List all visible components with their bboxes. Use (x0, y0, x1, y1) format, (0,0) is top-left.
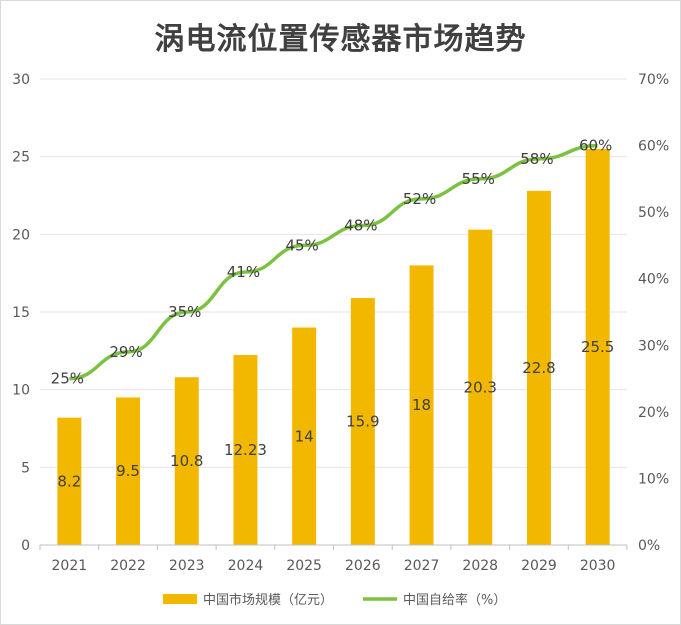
bar-data-label: 12.23 (224, 441, 267, 459)
y-right-tick-label: 30% (638, 338, 669, 354)
bar (116, 397, 141, 545)
bar-data-label: 25.5 (581, 338, 614, 356)
y-right-tick-label: 0% (638, 538, 660, 554)
line-data-label: 60% (579, 137, 612, 155)
bar-data-label: 18 (412, 396, 431, 414)
y-left-tick-label: 5 (21, 460, 30, 476)
x-tick-label: 2022 (110, 558, 146, 574)
y-right-tick-label: 40% (638, 272, 669, 288)
line-series: 8.2 9.5 10.8 12.23 14 15.9 18 20.3 22.8 25.5 25% 29… (51, 137, 615, 491)
bar-data-label: 9.5 (116, 462, 140, 480)
bar (350, 298, 375, 545)
bar-data-label: 14 (295, 427, 314, 445)
y-right-tick-label: 70% (638, 72, 669, 88)
y-right-tick-label: 50% (638, 205, 669, 221)
legend-bar-swatch (163, 594, 197, 604)
line-data-label: 55% (462, 170, 495, 188)
y-left-tick-label: 0 (21, 538, 30, 554)
line-data-label: 58% (520, 150, 553, 168)
bar (57, 417, 82, 545)
y-left-tick-label: 30 (12, 72, 30, 88)
line-data-label: 29% (109, 343, 142, 361)
x-tick-label: 2023 (169, 558, 205, 574)
bar (409, 265, 434, 545)
x-tick-label: 2026 (345, 558, 381, 574)
y-left-tick-label: 20 (12, 227, 30, 243)
line-data-label: 48% (344, 216, 377, 234)
y-left-tick-label: 10 (12, 383, 30, 399)
line-data-label: 52% (403, 190, 436, 208)
legend-bar-label: 中国市场规模（亿元） (203, 592, 333, 608)
line-path (69, 143, 598, 381)
y-left-tick-label: 25 (12, 150, 30, 166)
chart-title: 涡电流位置传感器市场趋势 (154, 22, 527, 57)
line-data-label: 41% (227, 263, 260, 281)
bar-data-label: 10.8 (170, 452, 203, 470)
bar (526, 190, 551, 545)
y-right-tick-label: 10% (638, 471, 669, 487)
bar-data-label: 15.9 (346, 413, 379, 431)
legend: 中国市场规模（亿元） 中国自给率（%） (163, 592, 506, 608)
bar-data-label: 20.3 (464, 378, 497, 396)
bar-series (57, 148, 610, 545)
line-data-label: 45% (285, 236, 318, 254)
x-tick-label: 2027 (404, 558, 440, 574)
x-tick-label: 2030 (580, 558, 616, 574)
y-right-tick-label: 20% (638, 405, 669, 421)
bar (233, 355, 258, 545)
bar (468, 229, 493, 545)
x-tick-label: 2021 (52, 558, 88, 574)
bar (174, 377, 199, 545)
line-data-label: 25% (51, 370, 84, 388)
x-tick-label: 2025 (286, 558, 322, 574)
x-tick-label: 2029 (521, 558, 557, 574)
x-tick-label: 2028 (462, 558, 498, 574)
bar-data-label: 8.2 (57, 472, 81, 490)
bar (292, 327, 317, 545)
y-right-tick-label: 60% (638, 139, 669, 155)
bar (585, 148, 610, 545)
y-left-tick-label: 15 (12, 305, 30, 321)
x-tick-label: 2024 (228, 558, 264, 574)
bar-data-label: 22.8 (522, 359, 555, 377)
line-data-label: 35% (168, 303, 201, 321)
legend-line-label: 中国自给率（%） (403, 592, 506, 608)
